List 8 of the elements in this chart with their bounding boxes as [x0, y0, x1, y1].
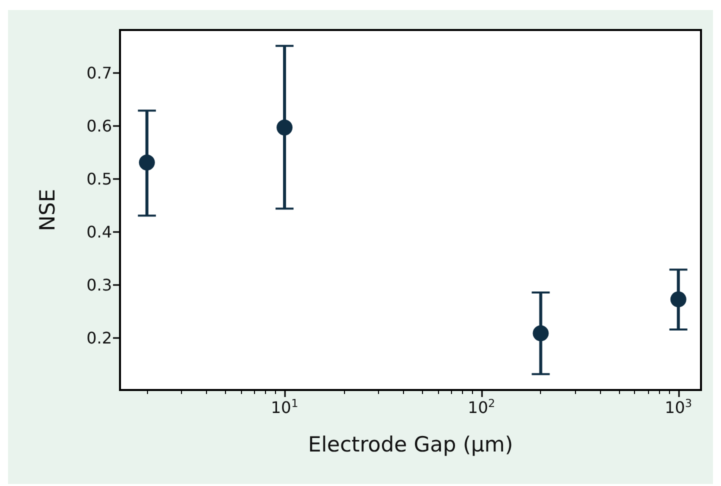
- y-tick-label: 0.5: [86, 169, 112, 188]
- y-tick-label: 0.4: [86, 222, 112, 242]
- y-tick-label: 0.6: [86, 116, 112, 136]
- y-tick-label: 0.2: [86, 328, 112, 348]
- y-tick-label: 0.7: [86, 63, 112, 82]
- x-axis-title: Electrode Gap (µm): [308, 432, 514, 456]
- y-tick-label: 0.3: [86, 276, 112, 295]
- y-axis-title: NSE: [36, 188, 60, 232]
